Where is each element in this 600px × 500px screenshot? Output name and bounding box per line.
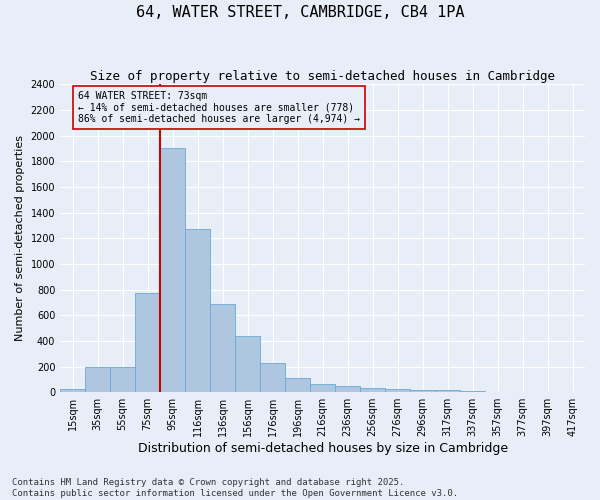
Bar (335, 386, 360, 392)
Bar (235, 336, 260, 392)
Bar (360, 388, 385, 392)
Bar (85, 366, 110, 392)
Y-axis label: Number of semi-detached properties: Number of semi-detached properties (15, 135, 25, 341)
Bar (185, 228, 210, 392)
Bar (460, 391, 485, 392)
Text: Contains HM Land Registry data © Crown copyright and database right 2025.
Contai: Contains HM Land Registry data © Crown c… (12, 478, 458, 498)
Bar (310, 384, 335, 392)
Title: Size of property relative to semi-detached houses in Cambridge: Size of property relative to semi-detach… (90, 70, 555, 83)
Bar (260, 362, 285, 392)
Bar (160, 148, 185, 392)
Text: 64, WATER STREET, CAMBRIDGE, CB4 1PA: 64, WATER STREET, CAMBRIDGE, CB4 1PA (136, 5, 464, 20)
Bar (210, 304, 235, 392)
Bar (110, 366, 135, 392)
Bar (285, 378, 310, 392)
Text: 64 WATER STREET: 73sqm
← 14% of semi-detached houses are smaller (778)
86% of se: 64 WATER STREET: 73sqm ← 14% of semi-det… (77, 90, 359, 124)
Bar (135, 294, 160, 392)
Bar (410, 390, 435, 392)
X-axis label: Distribution of semi-detached houses by size in Cambridge: Distribution of semi-detached houses by … (137, 442, 508, 455)
Bar (60, 389, 85, 392)
Bar (435, 390, 460, 392)
Bar (385, 389, 410, 392)
